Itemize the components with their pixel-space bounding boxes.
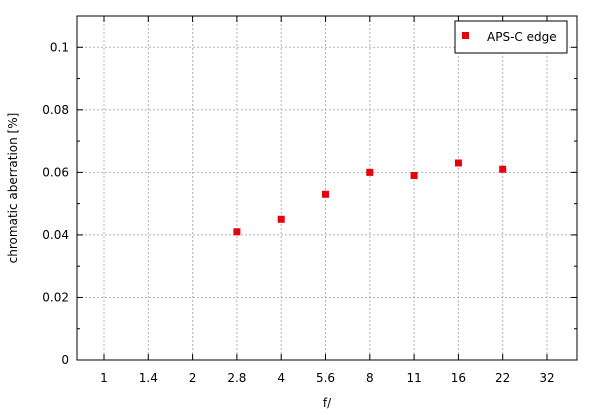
data-point — [322, 190, 329, 198]
y-tick-label: 0.1 — [50, 40, 69, 54]
y-axis-label: chromatic aberration [%] — [6, 113, 20, 264]
x-tick-label: 16 — [451, 371, 466, 385]
x-tick-label: 4 — [277, 371, 285, 385]
y-tick-label: 0.02 — [42, 290, 69, 304]
x-tick-label: 1.4 — [139, 371, 158, 385]
legend-marker — [462, 32, 469, 39]
x-tick-label: 2.8 — [227, 371, 246, 385]
y-tick-label: 0 — [61, 353, 69, 367]
data-points — [233, 159, 507, 236]
x-tick-label: 32 — [539, 371, 554, 385]
plot-frame — [76, 15, 578, 361]
x-tick-label: 22 — [495, 371, 510, 385]
x-tick-label: 2 — [189, 371, 197, 385]
y-tick-label: 0.04 — [42, 228, 69, 242]
x-tick-label: 1 — [100, 371, 108, 385]
x-tick-label: 11 — [406, 371, 421, 385]
data-point — [366, 168, 374, 176]
legend-box — [454, 20, 568, 54]
legend: APS-C edge — [454, 20, 568, 54]
y-tick-label: 0.06 — [42, 165, 69, 179]
x-tick-label: 5.6 — [316, 371, 335, 385]
x-tick-labels: 1 1.4 2 2.8 4 5.6 8 11 16 22 32 — [100, 371, 554, 385]
y-tick-labels: 0 0.02 0.04 0.06 0.08 0.1 — [42, 40, 69, 367]
x-axis-label: f/ — [323, 396, 332, 410]
axis-ticks — [77, 16, 577, 361]
data-point — [410, 171, 418, 179]
data-point — [499, 165, 507, 173]
data-point — [454, 159, 462, 167]
y-tick-label: 0.08 — [42, 103, 69, 117]
x-tick-label: 8 — [366, 371, 374, 385]
data-point — [233, 228, 241, 236]
data-point — [277, 215, 285, 223]
legend-label: APS-C edge — [487, 30, 557, 44]
